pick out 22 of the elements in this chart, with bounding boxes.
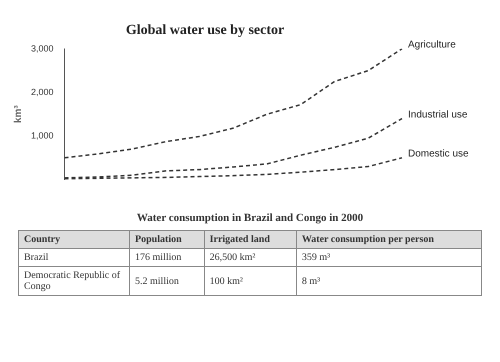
- text: Country: [18, 230, 130, 248]
- line-series: [64, 48, 403, 159]
- text: Population: [130, 230, 204, 248]
- text: 359 m³: [296, 248, 482, 266]
- text: 8 m³: [296, 266, 482, 296]
- text: 100 km²: [204, 266, 296, 296]
- text: Water consumption in Brazil and Congo in 2000: [136, 212, 364, 224]
- chart-title: Global water use by sector: [126, 23, 284, 38]
- text: 176 million: [130, 248, 204, 266]
- text: 26,500 km²: [204, 248, 296, 266]
- text: Democratic Republic of Congo: [18, 266, 130, 296]
- text: 5.2 million: [130, 266, 204, 296]
- series-label: Agriculture: [408, 40, 456, 51]
- y-axis-title: km³: [12, 104, 24, 124]
- text: Brazil: [18, 248, 130, 266]
- text: Water consumption per person: [296, 230, 482, 248]
- y-tick-label: 2,000: [30, 86, 54, 97]
- text: Irrigated land: [204, 230, 296, 248]
- y-tick-label: 3,000: [30, 43, 54, 54]
- series-label: Domestic use: [408, 148, 470, 160]
- y-tick-label: 1,000: [30, 130, 54, 140]
- series-label: Industrial use: [408, 109, 468, 120]
